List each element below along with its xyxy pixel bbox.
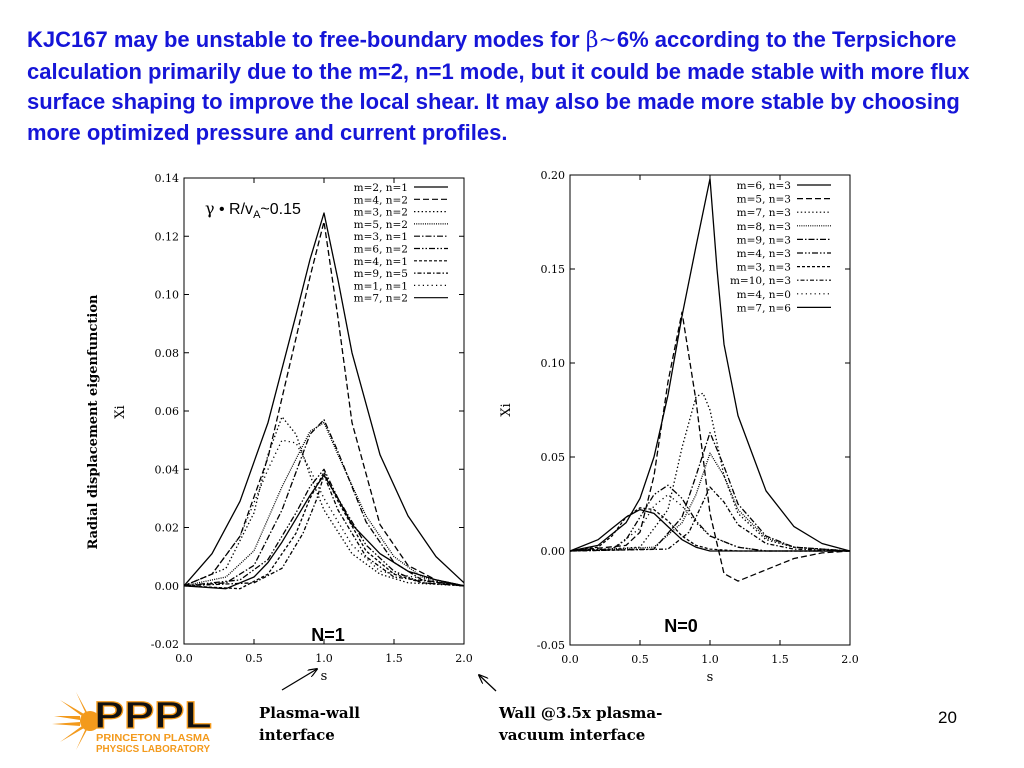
- panel-label: N=1: [311, 625, 345, 645]
- series-line: [569, 484, 850, 552]
- legend-label: m=7, n=2: [354, 293, 408, 305]
- x-tick-label: 1.5: [771, 653, 789, 666]
- series-line: [183, 474, 465, 587]
- series-line: [569, 431, 851, 552]
- slide-number: 20: [938, 708, 957, 727]
- x-tick-label: 1.5: [385, 652, 403, 665]
- legend-label: m=6, n=2: [354, 244, 408, 256]
- series-line: [183, 419, 465, 587]
- y-tick-label: 0.02: [155, 522, 180, 535]
- x-tick-label: 1.0: [315, 652, 333, 665]
- sunburst-icon: [52, 692, 100, 750]
- y-tick-label: 0.14: [155, 172, 180, 185]
- legend-label: m=3, n=3: [737, 262, 791, 274]
- logo-letters: PPPL: [94, 695, 212, 737]
- x-tick-label: 0.5: [245, 652, 263, 665]
- y-tick-label: -0.02: [151, 638, 179, 651]
- y-tick-label: -0.05: [537, 639, 565, 652]
- series-line: [183, 416, 465, 587]
- y-tick-label: 0.05: [541, 451, 566, 464]
- series-line: [569, 452, 851, 552]
- series-line: [183, 471, 465, 590]
- legend-label: m=8, n=3: [737, 221, 791, 233]
- series-line: [569, 392, 851, 552]
- series-line: [569, 178, 851, 552]
- series-line: [183, 421, 465, 587]
- series-line: [183, 474, 465, 590]
- legend-label: m=3, n=2: [354, 207, 408, 219]
- y-tick-label: 0.10: [541, 357, 566, 370]
- x-tick-label: 0.0: [175, 652, 193, 665]
- y-tick-label: 0.00: [541, 545, 566, 558]
- series-line: [569, 311, 851, 582]
- y-axis-label: Xi: [499, 403, 514, 416]
- legend-label: m=3, n=1: [354, 231, 408, 243]
- y-tick-label: 0.06: [155, 405, 180, 418]
- y-tick-label: 0.12: [155, 230, 180, 243]
- legend-label: m=7, n=6: [737, 302, 792, 314]
- legend-label: m=5, n=2: [354, 219, 408, 231]
- wall-vacuum-arrow: [479, 675, 497, 692]
- logo-line1: PRINCETON PLASMA: [96, 733, 210, 744]
- series-line: [569, 508, 850, 552]
- panel-label: N=0: [664, 616, 698, 636]
- x-tick-label: 2.0: [455, 652, 473, 665]
- chart-n1: 0.0 0.5 1.0 1.5 2.0 -0.02 0.00 0.02 0.04 0.06 0.08…: [113, 172, 473, 684]
- logo-line2: PHYSICS LABORATORY: [96, 744, 210, 754]
- y-tick-label: 0.04: [155, 463, 180, 476]
- y-axis-label: Xi: [113, 405, 128, 418]
- series-line: [183, 221, 465, 587]
- y-tick-label: 0.20: [541, 169, 566, 182]
- legend-label: m=2, n=1: [354, 182, 408, 194]
- series-line: [183, 212, 465, 587]
- y-tick-label: 0.10: [155, 289, 180, 302]
- pppl-logo: PPPL PRINCETON PLASMA PHYSICS LABORATORY: [52, 692, 213, 754]
- series-line: [183, 439, 465, 587]
- legend-label: m=6, n=3: [737, 180, 791, 192]
- series-line: [569, 493, 850, 552]
- plasma-wall-arrow: [281, 669, 317, 691]
- growth-rate-label: γ • R/vA~0.15: [205, 199, 301, 221]
- legend-label: m=9, n=3: [737, 234, 791, 246]
- legend-label: m=4, n=1: [354, 256, 408, 268]
- series-line: [569, 486, 851, 552]
- legend-label: m=7, n=3: [737, 207, 791, 219]
- y-tick-label: 0.08: [155, 347, 180, 360]
- x-tick-label: 2.0: [841, 653, 859, 666]
- x-tick-label: 0.5: [631, 653, 649, 666]
- series-line: [569, 507, 850, 552]
- y-tick-label: 0.00: [155, 580, 180, 593]
- legend-label: m=4, n=3: [737, 248, 791, 260]
- x-tick-label: 1.0: [701, 653, 719, 666]
- y-tick-label: 0.15: [541, 263, 566, 276]
- plasma-wall-annotation: Plasma-wall interface: [259, 704, 360, 744]
- legend-label: m=4, n=0: [737, 289, 791, 301]
- legend-label: m=4, n=2: [354, 194, 408, 206]
- legend-label: m=1, n=1: [354, 280, 408, 292]
- wall-vacuum-annotation: Wall @3.5x plasma- vacuum interface: [499, 704, 663, 744]
- outer-ylabel: Radial displacement eigenfunction: [86, 294, 101, 549]
- x-tick-label: 0.0: [561, 653, 579, 666]
- slide-headline: KJC167 may be unstable to free-boundary …: [27, 27, 970, 145]
- legend-label: m=9, n=5: [354, 268, 408, 280]
- legend-label: m=5, n=3: [737, 194, 791, 206]
- chart-n0: 0.0 0.5 1.0 1.5 2.0 -0.05 0.00 0.05 0.10 0.15 0.20…: [499, 169, 859, 685]
- x-axis-label: s: [707, 670, 714, 685]
- tilde-symbol: ~: [598, 28, 617, 53]
- legend-label: m=10, n=3: [730, 275, 791, 287]
- x-axis-label: s: [321, 669, 328, 684]
- beta-symbol: β: [585, 28, 599, 53]
